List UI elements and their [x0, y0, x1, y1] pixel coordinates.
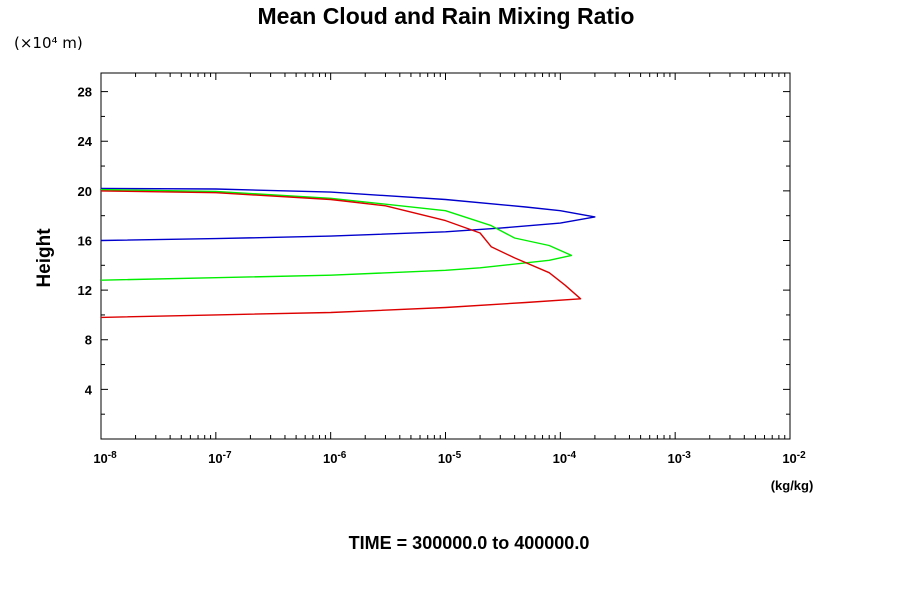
y-unit-label: (×10⁴ m) [14, 34, 83, 52]
series-line-2 [100, 188, 573, 281]
chart-title: Mean Cloud and Rain Mixing Ratio [258, 3, 635, 29]
x-tick-label: 10-7 [208, 450, 232, 466]
series-lines [100, 187, 596, 319]
x-tick-labels: 10-8 10-7 10-6 10-5 10-4 10-3 10-2 [93, 450, 806, 466]
x-tick-label: 10-4 [553, 450, 577, 466]
y-axis-label: Height [34, 228, 55, 288]
x-tick-label: 10-3 [667, 450, 691, 466]
series-line-3 [100, 190, 582, 319]
x-tick-label: 10-5 [438, 450, 462, 466]
y-tick-labels: 4 8 12 16 20 24 28 [78, 85, 93, 398]
time-range-label: TIME = 300000.0 to 400000.0 [349, 533, 590, 553]
x-tick-label: 10-8 [93, 450, 117, 466]
y-tick-label: 16 [78, 233, 92, 248]
series-line-1 [100, 187, 596, 242]
x-axis-unit-label: (kg/kg) [771, 478, 814, 493]
y-tick-label: 12 [78, 283, 92, 298]
y-tick-label: 8 [85, 333, 92, 348]
y-tick-label: 24 [78, 134, 93, 149]
plot-frame [100, 72, 791, 440]
axis-ticks [100, 73, 791, 439]
y-tick-label: 28 [78, 85, 92, 100]
x-tick-label: 10-6 [323, 450, 347, 466]
x-tick-label: 10-2 [782, 450, 806, 466]
y-tick-label: 20 [78, 184, 92, 199]
y-tick-label: 4 [85, 382, 93, 397]
